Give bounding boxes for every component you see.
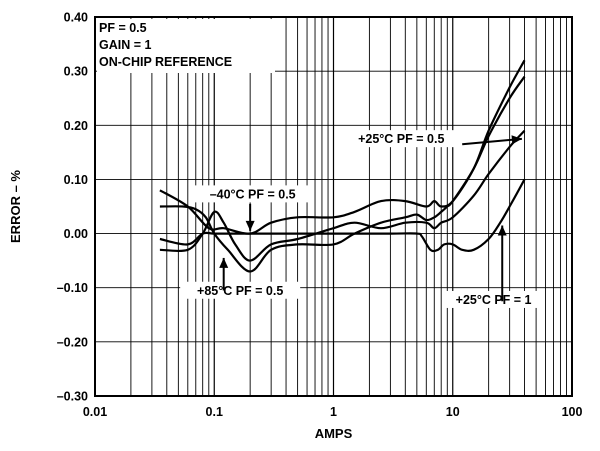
arrow-plus25-pf1-head (497, 225, 507, 236)
annotation-bg-minus40 (193, 185, 312, 203)
arrow-plus85-head (219, 257, 229, 268)
annotation-bg-plus85 (180, 281, 301, 299)
arrow-plus25-pf05-head (511, 135, 522, 145)
series-layer (159, 59, 526, 273)
series-line-2 (159, 75, 526, 273)
x-axis-title: AMPS (315, 426, 353, 441)
annotation-bg-plus25-pf1 (442, 290, 545, 308)
info-box (97, 19, 275, 73)
annotation-plus25-pf05: +25°C PF = 0.5 (358, 132, 444, 146)
plot-frame (94, 16, 573, 397)
x-tick-label: 10 (446, 405, 460, 419)
y-tick-label: 0.00 (64, 227, 88, 241)
series-line-4 (159, 178, 526, 253)
x-tick-label: 0.1 (206, 405, 223, 419)
tick-labels: 0.01 0.1 1 10 100 0.40 0.30 0.20 0.10 0.00 –0.10 –0… (57, 11, 583, 420)
x-tick-label: 0.01 (83, 405, 107, 419)
y-tick-label: –0.30 (57, 390, 88, 404)
y-axis-title: ERROR – % (8, 170, 23, 243)
y-tick-label: –0.10 (57, 281, 88, 295)
x-tick-label: 1 (330, 405, 337, 419)
info-gain: GAIN = 1 (99, 38, 151, 52)
annotation-arrows (219, 135, 522, 302)
y-tick-label: –0.20 (57, 335, 88, 349)
annotation-plus25-pf1: +25°C PF = 1 (456, 293, 532, 307)
annotation-plus85-pf05: +85°C PF = 0.5 (197, 284, 283, 298)
y-tick-label: 0.30 (64, 65, 88, 79)
y-tick-label: 0.40 (64, 11, 88, 25)
info-reference: ON-CHIP REFERENCE (99, 55, 232, 69)
arrow-minus40-head (245, 220, 255, 231)
series-line-3 (159, 129, 526, 262)
annotation-minus40-pf05: –40°C PF = 0.5 (210, 187, 296, 201)
y-tick-label: 0.10 (64, 173, 88, 187)
annotation-bg-plus25-pf05 (344, 130, 459, 148)
y-tick-label: 0.20 (64, 119, 88, 133)
x-tick-label: 100 (562, 405, 583, 419)
info-pf: PF = 0.5 (99, 21, 147, 35)
